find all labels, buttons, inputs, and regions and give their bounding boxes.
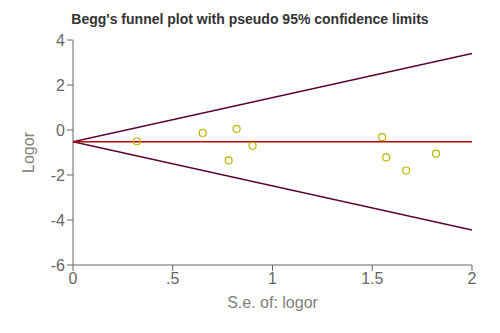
svg-text:.5: .5 <box>166 270 179 287</box>
svg-text:0: 0 <box>56 122 65 139</box>
svg-text:-6: -6 <box>51 257 65 274</box>
svg-text:-4: -4 <box>51 212 65 229</box>
svg-text:-2: -2 <box>51 167 65 184</box>
svg-text:2: 2 <box>56 77 65 94</box>
svg-text:1: 1 <box>268 270 277 287</box>
html-text:Begg's funnel plot with pseudo: Begg's funnel plot with pseudo 95% confi… <box>71 11 429 27</box>
svg-text:S.e. of: logor: S.e. of: logor <box>227 294 318 311</box>
svg-text:0: 0 <box>69 270 78 287</box>
svg-text:Logor: Logor <box>20 131 37 173</box>
svg-text:4: 4 <box>56 32 65 49</box>
svg-text:1.5: 1.5 <box>361 270 383 287</box>
svg-text:2: 2 <box>468 270 477 287</box>
